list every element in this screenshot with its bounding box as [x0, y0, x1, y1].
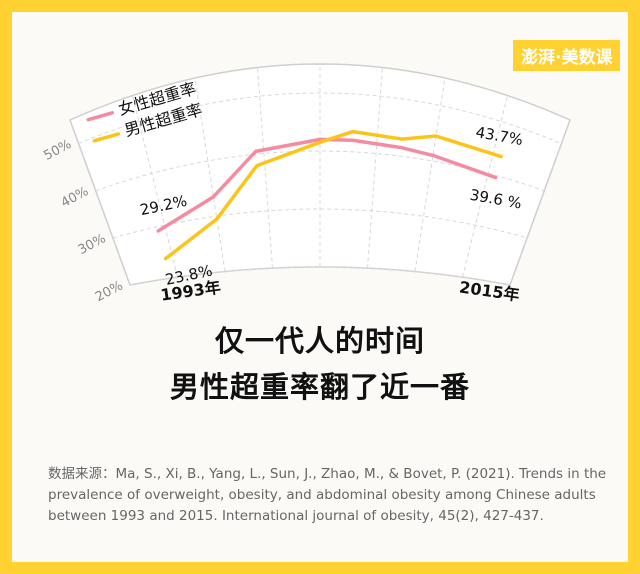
grid-column: [367, 67, 383, 269]
grid-line: [78, 92, 562, 145]
y-tick-label: 20%: [93, 278, 126, 305]
chart-title: 仅一代人的时间: [214, 324, 425, 358]
y-tick-label: 30%: [76, 231, 109, 258]
chart-subtitle: 男性超重率翻了近一番: [169, 370, 470, 404]
series-line: [156, 137, 498, 233]
grid-column: [414, 77, 446, 272]
grid-column: [257, 67, 273, 269]
grid-column: [132, 95, 178, 278]
grid-column: [462, 95, 508, 278]
legend-swatch: [86, 111, 115, 122]
grid-line: [129, 266, 511, 286]
grid-line: [112, 208, 528, 239]
source-note: 数据来源：Ma, S., Xi, B., Yang, L., Sun, J., …: [48, 466, 607, 524]
logo: 澎湃·美数课: [513, 40, 621, 71]
grid-column: [194, 77, 226, 272]
y-tick-label: 50%: [42, 137, 75, 164]
series-line: [163, 129, 503, 261]
y-tick-label: 40%: [59, 184, 92, 211]
legend-swatch: [92, 132, 121, 143]
